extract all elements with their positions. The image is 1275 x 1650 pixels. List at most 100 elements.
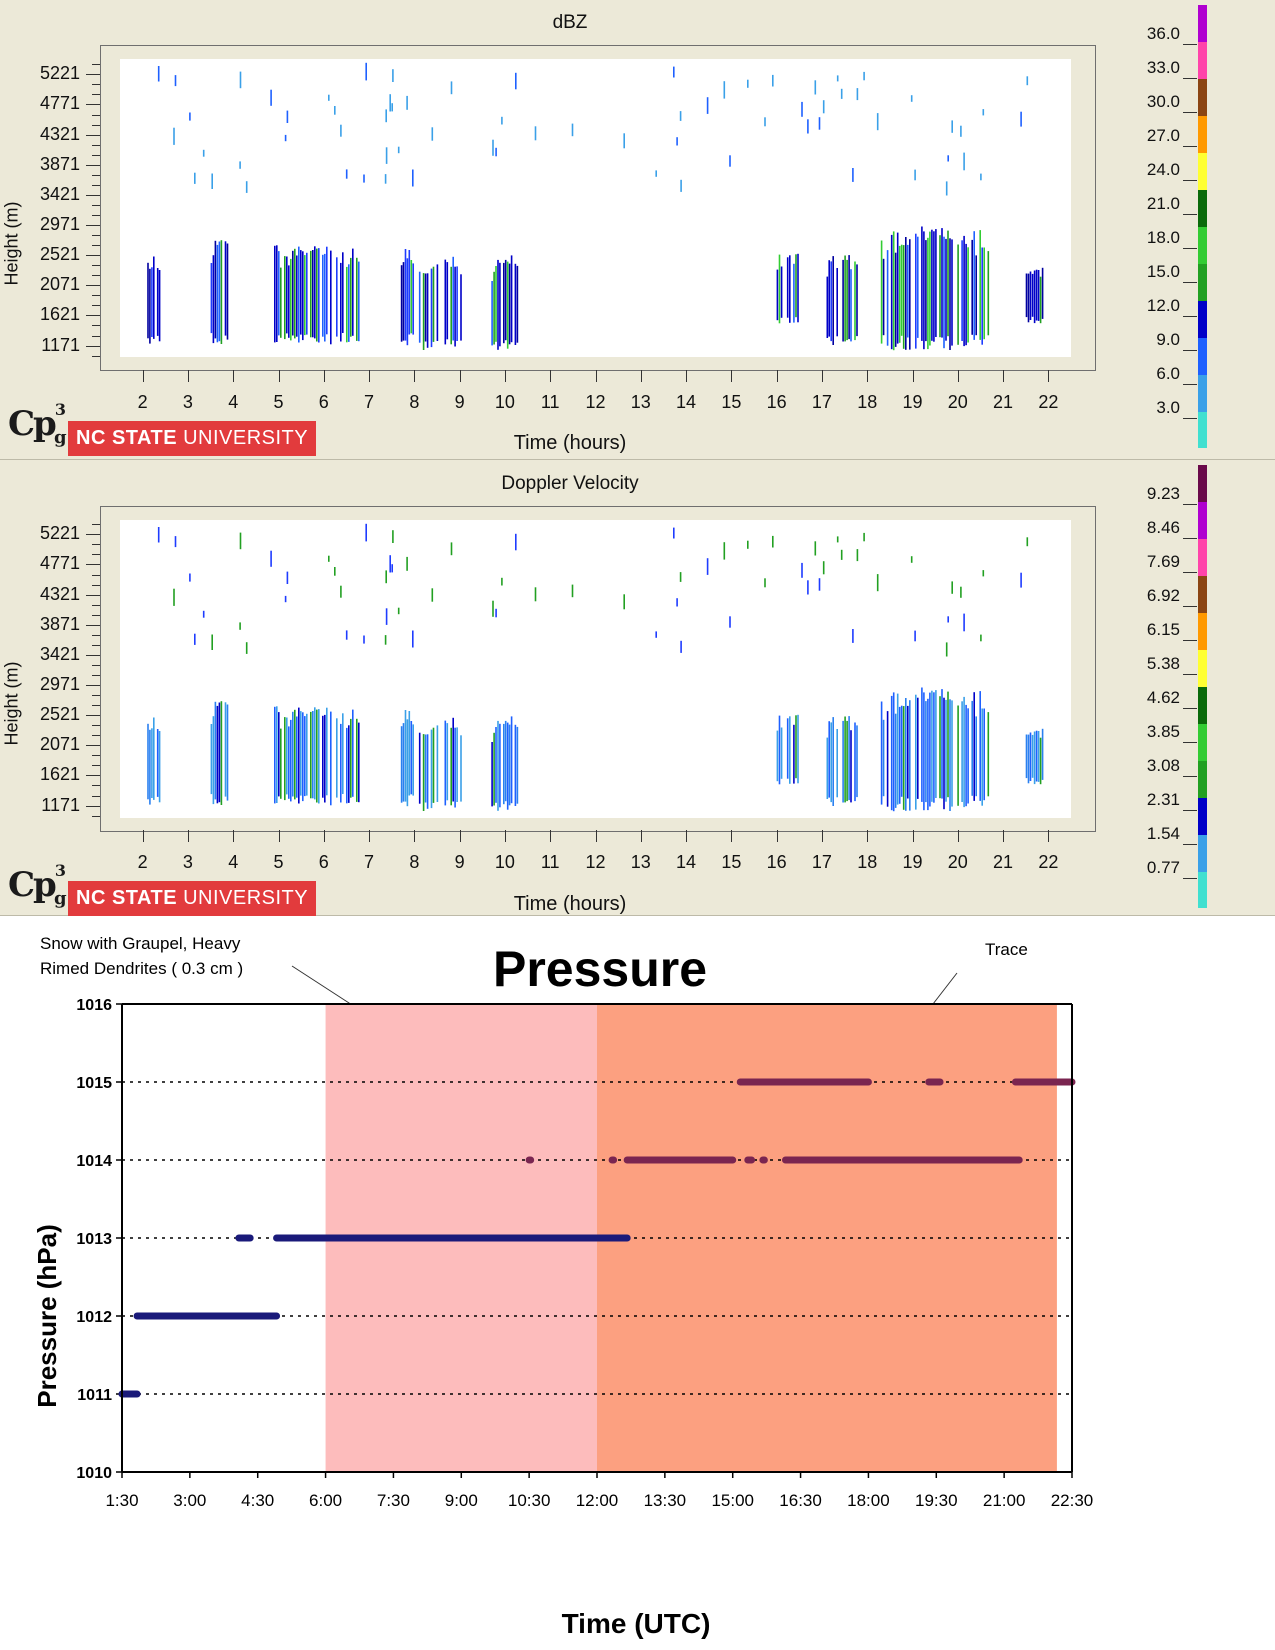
dbz-echo-column xyxy=(408,250,411,335)
doppler-echo-column xyxy=(856,725,858,798)
pressure-y-tick-label: 1011 xyxy=(77,1387,112,1404)
doppler-y-minor-tick xyxy=(86,624,100,626)
dbz-echo-speck xyxy=(1020,111,1022,127)
pressure-y-tick-label: 1014 xyxy=(76,1153,112,1170)
dbz-echo-column xyxy=(1041,267,1044,319)
doppler-echo-column xyxy=(973,692,975,801)
dbz-echo-column xyxy=(789,255,791,323)
doppler-echo-column xyxy=(923,692,925,811)
doppler-y-tick-label: 2971 xyxy=(39,674,80,694)
dbz-echo-column xyxy=(216,244,219,343)
dbz-y-minor-tick xyxy=(92,214,100,216)
dbz-x-tick-label: 7 xyxy=(364,392,375,412)
dbz-echo-column xyxy=(925,240,927,342)
doppler-echo-column xyxy=(220,701,223,805)
dbz-x-tick xyxy=(686,370,688,382)
doppler-x-tick-label: 15 xyxy=(721,852,742,872)
pressure-x-tick-label: 19:30 xyxy=(915,1491,958,1510)
dbz-colorbar-tick xyxy=(1183,248,1197,249)
dbz-echo-speck xyxy=(194,172,196,184)
doppler-colorbar-tick xyxy=(1183,844,1197,845)
dbz-echo-column xyxy=(218,241,221,342)
pressure-x-tick-label: 3:00 xyxy=(173,1491,206,1510)
dbz-echo-speck xyxy=(676,137,678,146)
dbz-echo-column xyxy=(422,273,425,350)
dbz-colorbar-tick xyxy=(1183,282,1197,283)
dbz-x-tick xyxy=(1003,370,1005,382)
dbz-echo-column xyxy=(844,255,846,342)
dbz-colorbar-tick-label: 18.0 xyxy=(1146,228,1180,247)
doppler-y-minor-tick xyxy=(92,695,100,697)
doppler-y-minor-tick xyxy=(86,685,100,686)
dbz-y-tick-label: 3871 xyxy=(39,153,80,174)
doppler-x-tick-label: 20 xyxy=(947,852,968,872)
doppler-x-tick-label: 21 xyxy=(993,852,1014,872)
dbz-echo-speck xyxy=(385,147,388,164)
dbz-echo-speck xyxy=(384,174,387,184)
doppler-echo-column xyxy=(943,697,945,810)
doppler-colorbar-segment xyxy=(1198,834,1207,872)
doppler-echo-column xyxy=(350,718,352,798)
dbz-echo-column xyxy=(965,243,967,346)
doppler-echo-column xyxy=(880,701,883,805)
doppler-echo-column xyxy=(987,712,990,797)
doppler-echo-column xyxy=(844,716,846,803)
doppler-echo-speck xyxy=(345,630,348,640)
dbz-y-minor-tick xyxy=(92,204,100,206)
dbz-echo-column xyxy=(147,262,149,339)
pressure-x-tick-label: 22:30 xyxy=(1051,1491,1094,1510)
doppler-plot-frame xyxy=(100,506,1096,832)
dbz-echo-column xyxy=(880,240,883,344)
doppler-y-minor-tick xyxy=(92,725,100,727)
dbz-echo-speck xyxy=(211,173,213,189)
doppler-echo-column xyxy=(902,706,905,810)
dbz-echo-column xyxy=(854,261,856,341)
dbz-y-minor-tick xyxy=(92,275,100,277)
doppler-colorbar-tick-label: 6.15 xyxy=(1146,620,1180,639)
doppler-x-tick xyxy=(686,830,688,842)
doppler-x-tick-label: 17 xyxy=(811,852,832,872)
doppler-echo-speck xyxy=(910,556,913,563)
doppler-echo-speck xyxy=(863,532,865,542)
dbz-echo-column xyxy=(153,256,155,339)
ncsu-logo: NC STATE UNIVERSITY xyxy=(68,881,317,916)
doppler-echo-speck xyxy=(982,570,985,577)
dbz-echo-column xyxy=(456,266,458,341)
dbz-echo-speck xyxy=(856,88,859,101)
dbz-x-tick-label: 20 xyxy=(947,392,968,412)
pressure-y-tick-label: 1010 xyxy=(76,1465,112,1482)
doppler-x-tick xyxy=(731,830,733,842)
dbz-y-minor-tick xyxy=(92,84,100,86)
dbz-y-minor-tick xyxy=(92,184,100,186)
doppler-x-tick-label: 3 xyxy=(182,852,193,872)
dbz-y-minor-tick xyxy=(92,124,100,126)
pressure-y-tick-label: 1016 xyxy=(76,997,112,1014)
dbz-x-tick-label: 18 xyxy=(857,392,878,412)
doppler-echo-column xyxy=(983,708,985,801)
dbz-echo-column xyxy=(892,231,895,351)
dbz-x-tick-label: 4 xyxy=(228,392,239,412)
doppler-echo-speck xyxy=(679,572,682,582)
doppler-x-tick-label: 22 xyxy=(1038,852,1059,872)
dbz-echo-column xyxy=(495,266,497,342)
dbz-echo-speck xyxy=(239,161,241,169)
doppler-echo-column xyxy=(302,712,304,802)
doppler-echo-speck xyxy=(363,635,365,644)
pressure-x-tick-label: 10:30 xyxy=(508,1491,551,1510)
dbz-echo-column xyxy=(326,246,328,335)
dbz-echo-column xyxy=(961,240,963,341)
doppler-echo-column xyxy=(497,720,499,811)
dbz-echo-speck xyxy=(947,155,949,162)
doppler-x-tick xyxy=(1003,830,1005,842)
doppler-echo-column xyxy=(894,713,897,808)
doppler-echo-column xyxy=(224,702,227,797)
dbz-echo-speck xyxy=(960,125,962,137)
dbz-echo-column xyxy=(412,263,414,335)
dbz-echo-column xyxy=(278,251,280,336)
dbz-x-tick xyxy=(912,370,914,382)
dbz-echo-column xyxy=(896,232,899,344)
doppler-y-minor-tick xyxy=(92,674,100,676)
doppler-echo-column xyxy=(491,742,493,807)
doppler-echo-speck xyxy=(814,541,817,556)
dbz-echo-column xyxy=(340,262,342,342)
